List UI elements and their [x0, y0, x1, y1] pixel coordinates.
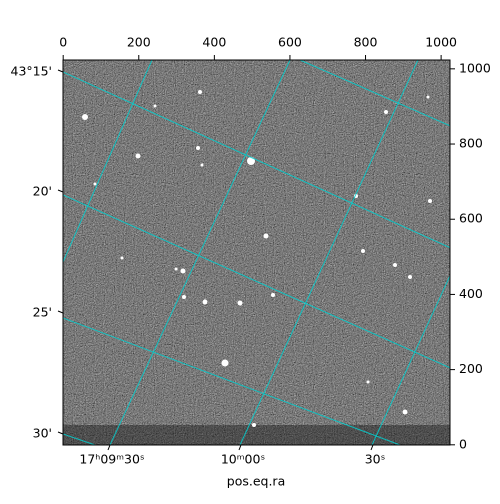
y-tick-label: 200	[459, 361, 483, 376]
world-ticks: 43°15' 20' 25' 30' 17ʰ09ᵐ30ˢ 10ᵐ00ˢ 30ˢ	[11, 64, 386, 467]
y-tick-label: 1000	[459, 60, 491, 75]
grid-line	[371, 274, 450, 445]
x-tick-label: 600	[278, 35, 302, 50]
dec-tick	[57, 69, 64, 73]
image-noise	[63, 60, 450, 445]
ra-tick-label: 17ʰ09ᵐ30ˢ	[79, 452, 144, 467]
x-tick-label: 0	[59, 35, 67, 50]
dec-tick-label: 30'	[33, 426, 52, 441]
coordinate-grid	[63, 60, 450, 445]
grid-line	[299, 60, 450, 127]
ra-tick-label: 10ᵐ00ˢ	[221, 452, 265, 467]
x-axis-label: pos.eq.ra	[227, 474, 285, 489]
x-tick-label: 1000	[425, 35, 457, 50]
stars	[82, 90, 432, 427]
ra-tick	[107, 444, 111, 451]
y-tick-label: 400	[459, 286, 483, 301]
grid-line	[63, 433, 96, 445]
dec-tick	[57, 431, 64, 435]
x-tick-label: 800	[354, 35, 378, 50]
y-tick-label: 0	[459, 436, 467, 451]
dec-tick-label: 43°15'	[11, 64, 53, 79]
dec-tick	[57, 189, 64, 193]
y-tick-label: 800	[459, 136, 483, 151]
grid-line	[109, 60, 291, 445]
y-tick-label: 600	[459, 211, 483, 226]
x-tick-label: 200	[127, 35, 151, 50]
ra-tick	[370, 444, 374, 451]
x-tick-label: 400	[202, 35, 226, 50]
dec-tick-label: 25'	[33, 305, 52, 320]
image-edge	[63, 425, 450, 445]
grid-line	[239, 60, 419, 445]
frame	[62, 59, 451, 446]
grid-line	[63, 60, 153, 263]
ra-tick-label: 30ˢ	[365, 452, 386, 467]
dec-tick-label: 20'	[33, 184, 52, 199]
dec-tick	[57, 310, 64, 314]
grid-line	[63, 194, 450, 369]
grid-line	[63, 317, 401, 445]
grid-line	[63, 71, 450, 249]
ra-tick	[238, 444, 242, 451]
